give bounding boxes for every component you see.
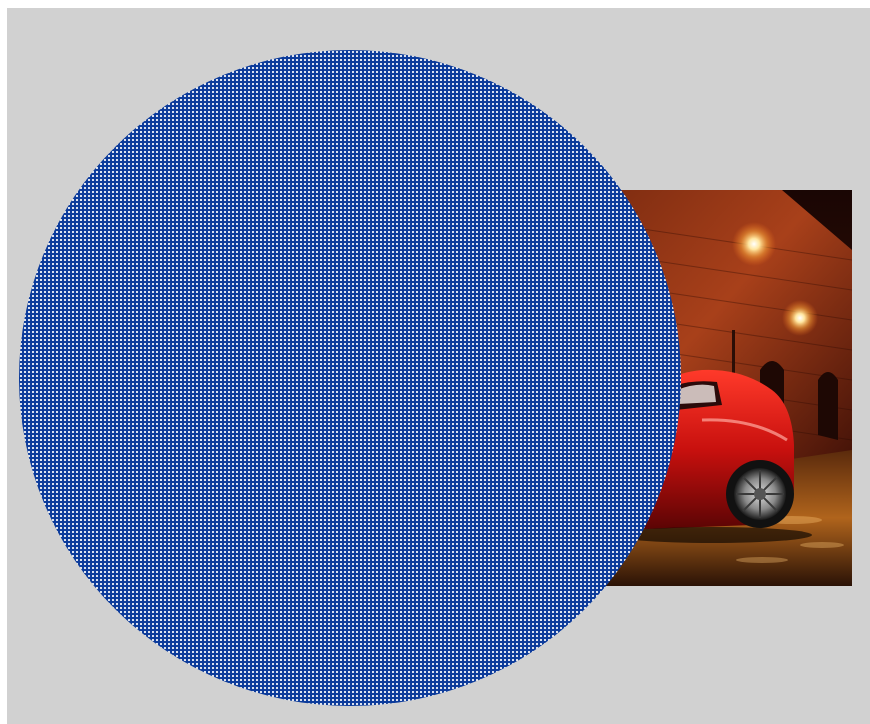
- artboard: [7, 8, 870, 724]
- blue-dotted-circle: [19, 50, 681, 706]
